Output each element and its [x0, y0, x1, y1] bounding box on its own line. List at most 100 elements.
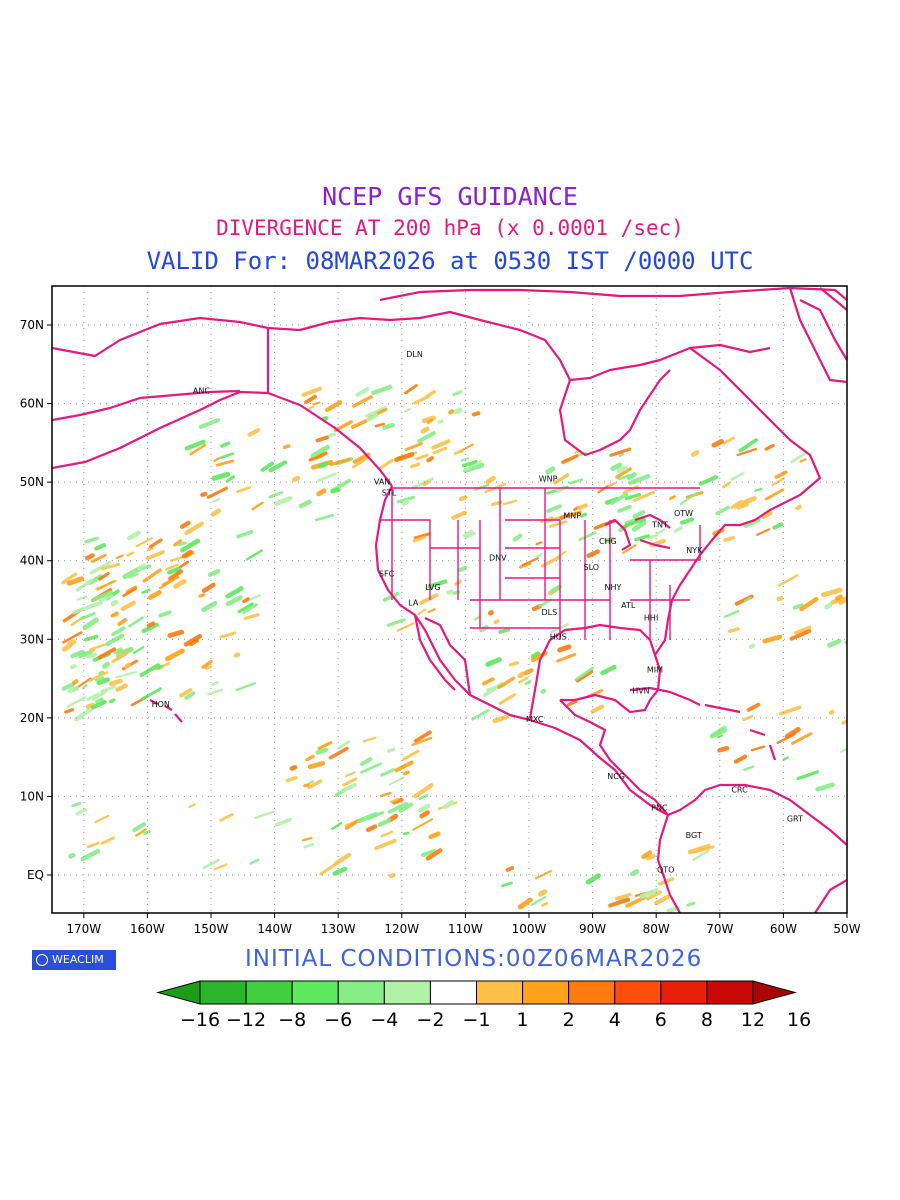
- divergence-streak: [722, 481, 731, 489]
- divergence-streak: [292, 475, 301, 482]
- divergence-streak: [115, 683, 128, 692]
- divergence-streak: [546, 504, 562, 513]
- divergence-streak: [418, 803, 431, 813]
- divergence-streak: [490, 500, 503, 507]
- divergence-streak: [614, 892, 632, 901]
- colorbar: −16 −12 −8 −6 −4 −2 −1 1 2 4 6 8 12 16: [156, 980, 811, 1031]
- divergence-streak: [524, 679, 532, 686]
- divergence-field: [61, 384, 847, 913]
- divergence-streak: [142, 568, 162, 583]
- colorbar-swatch: [568, 980, 616, 1005]
- divergence-streak: [245, 549, 263, 561]
- divergence-streak: [846, 707, 847, 719]
- divergence-streak: [301, 386, 323, 397]
- divergence-streak: [779, 705, 802, 716]
- divergence-streak: [420, 426, 430, 434]
- divergence-streak: [426, 418, 434, 424]
- divergence-streak: [67, 685, 80, 694]
- colorbar-swatch: [337, 980, 385, 1005]
- colorbar-swatch: [522, 980, 570, 1005]
- station-label: PNC: [651, 804, 668, 813]
- divergence-streak: [204, 665, 212, 670]
- divergence-streak: [177, 541, 187, 547]
- colorbar-label: 12: [741, 1009, 765, 1031]
- colorbar-swatch: [706, 980, 754, 1005]
- divergence-streak: [634, 534, 651, 542]
- divergence-streak: [669, 495, 676, 500]
- divergence-streak: [413, 532, 431, 540]
- divergence-streak: [530, 651, 541, 660]
- weaclim-badge: WEACLIM: [32, 950, 116, 970]
- coastline-central-america: [559, 699, 669, 816]
- divergence-streak: [618, 451, 625, 457]
- divergence-streak: [72, 603, 95, 615]
- divergence-streak: [120, 600, 136, 611]
- divergence-streak: [374, 422, 386, 428]
- divergence-streak: [76, 595, 87, 601]
- colorbar-label: −6: [324, 1009, 352, 1031]
- station-label: STL: [382, 489, 397, 498]
- lat-label: 20N: [20, 711, 44, 725]
- title-line-2: DIVERGENCE AT 200 hPa (x 0.0001 /sec): [216, 216, 684, 240]
- divergence-streak: [219, 631, 237, 639]
- divergence-streak: [61, 682, 75, 691]
- divergence-streak: [715, 505, 731, 516]
- divergence-streak: [70, 649, 85, 659]
- divergence-streak: [84, 553, 95, 561]
- divergence-streak: [315, 435, 329, 443]
- divergence-streak: [242, 597, 250, 604]
- divergence-streak: [211, 680, 219, 686]
- divergence-streak: [148, 538, 163, 549]
- divergence-streak: [453, 449, 464, 455]
- station-label: NHY: [605, 583, 622, 592]
- station-label: ATL: [621, 601, 636, 610]
- divergence-streak: [784, 726, 801, 739]
- divergence-streak: [610, 492, 629, 505]
- divergence-streak: [404, 442, 423, 452]
- divergence-streak: [830, 597, 844, 605]
- divergence-streak: [101, 661, 111, 669]
- divergence-streak: [394, 452, 415, 462]
- divergence-streak: [89, 561, 112, 575]
- divergence-streak: [344, 819, 360, 830]
- divergence-streak: [219, 452, 235, 459]
- divergence-streak: [646, 890, 662, 901]
- divergence-streak: [317, 741, 333, 750]
- divergence-streak: [498, 627, 511, 634]
- divergence-streak: [501, 881, 513, 888]
- lon-label: 150W: [194, 922, 229, 936]
- divergence-streak: [538, 598, 553, 608]
- divergence-streak: [260, 461, 274, 472]
- divergence-streak: [109, 698, 116, 704]
- divergence-streak: [841, 714, 847, 725]
- lon-label: 110W: [448, 922, 483, 936]
- divergence-streak: [128, 573, 139, 579]
- divergence-streak: [243, 613, 260, 620]
- divergence-streak: [411, 477, 434, 490]
- divergence-streak: [630, 869, 640, 877]
- divergence-streak: [421, 849, 437, 857]
- divergence-streak: [157, 665, 163, 670]
- divergence-streak: [711, 438, 724, 448]
- divergence-streak: [86, 692, 100, 701]
- station-label: VAN: [374, 478, 390, 487]
- divergence-streak: [608, 897, 631, 908]
- divergence-streak: [728, 627, 740, 634]
- divergence-streak: [626, 472, 637, 481]
- lon-label: 170W: [66, 922, 101, 936]
- divergence-streak: [834, 594, 843, 601]
- colorbar-swatch: [614, 980, 662, 1005]
- divergence-streak: [458, 495, 468, 502]
- divergence-streak: [355, 387, 370, 397]
- divergence-streak: [645, 854, 656, 861]
- divergence-streak: [386, 618, 406, 627]
- state-borders: [380, 487, 701, 640]
- divergence-streak: [403, 770, 410, 776]
- divergence-streak: [471, 708, 490, 721]
- lon-label: 100W: [512, 922, 547, 936]
- colorbar-swatch: [660, 980, 708, 1005]
- divergence-streak: [427, 608, 436, 614]
- station-label: HUS: [550, 632, 567, 641]
- coastline-greenland: [799, 287, 847, 361]
- station-label: OTW: [674, 509, 693, 518]
